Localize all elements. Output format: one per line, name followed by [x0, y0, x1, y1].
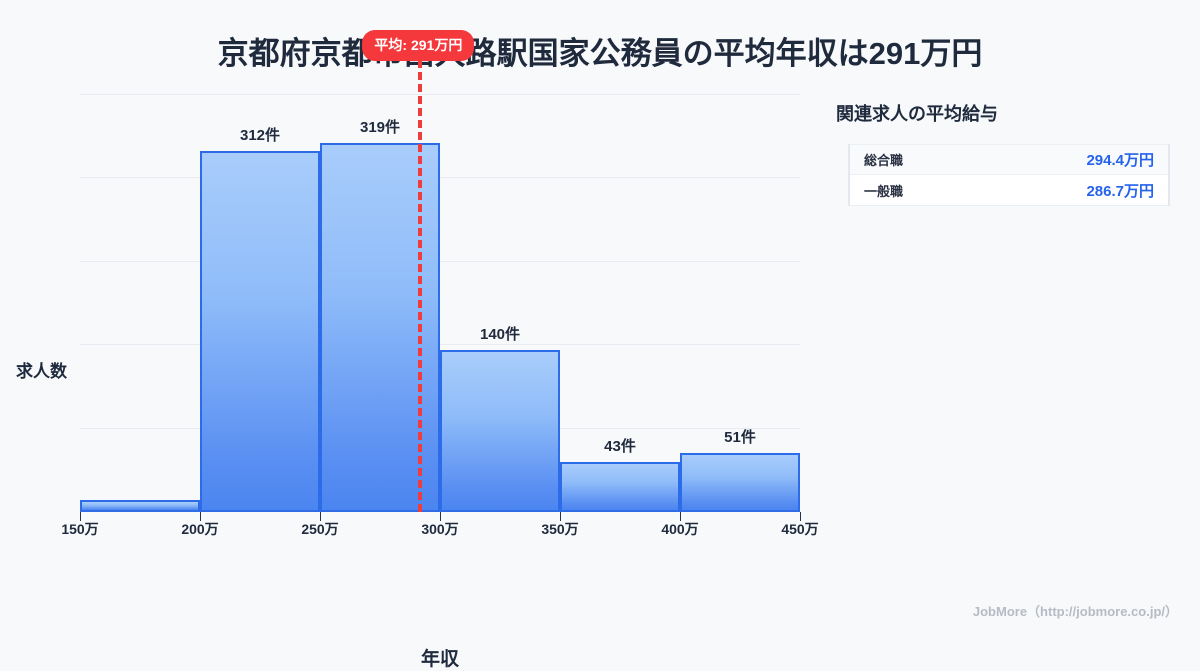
- gridline: [80, 344, 800, 346]
- related-salary-panel: 関連求人の平均給与 総合職 294.4万円一般職 286.7万円: [836, 100, 1170, 206]
- histogram-bar: [560, 462, 680, 512]
- bar-value-label: 51件: [724, 428, 756, 446]
- salary-row-name: 一般職: [864, 183, 904, 199]
- x-axis-tick: [200, 512, 201, 521]
- gridline: [80, 177, 800, 179]
- x-axis-tick: [800, 512, 801, 521]
- x-axis-tick: [320, 512, 321, 521]
- salary-table: 総合職 294.4万円一般職 286.7万円: [848, 144, 1170, 206]
- gridline: [80, 94, 800, 95]
- x-axis-tick-label: 300万: [421, 521, 459, 537]
- average-badge: 平均: 291万円: [362, 30, 475, 61]
- bar-value-label: 140件: [479, 325, 521, 343]
- x-axis-title: 年収: [420, 649, 459, 670]
- gridline: [80, 260, 800, 262]
- histogram-bar: [680, 452, 800, 512]
- salary-row-value: 286.7万円: [1086, 182, 1154, 200]
- bar-value-label: 312件: [239, 126, 281, 144]
- x-axis-tick: [440, 512, 441, 521]
- x-axis-tick-label: 350万: [541, 521, 579, 537]
- x-axis-baseline: [80, 510, 800, 512]
- salary-row: 総合職 294.4万円: [850, 144, 1168, 175]
- x-axis-tick: [80, 512, 81, 521]
- x-axis-tick-label: 450万: [781, 521, 819, 537]
- x-axis-tick-label: 200万: [181, 521, 219, 537]
- x-axis-tick: [680, 512, 681, 521]
- x-axis-tick-label: 250万: [301, 521, 339, 537]
- x-axis-tick-label: 150万: [61, 521, 99, 537]
- histogram-chart: 求人数 312件 319件 140件 43件 51件 150万 200万 250万 300万 35…: [0, 30, 830, 670]
- side-panel-heading: 関連求人の平均給与: [836, 104, 998, 124]
- bar-value-label: 43件: [604, 438, 636, 456]
- y-axis-title: 求人数: [16, 362, 67, 381]
- histogram-bar: [440, 349, 560, 512]
- x-axis-tick-label: 400万: [661, 521, 699, 537]
- bar-value-label: 319件: [359, 118, 401, 136]
- average-marker-line: [418, 60, 423, 512]
- x-axis-tick: [560, 512, 561, 521]
- plot-area: 312件 319件 140件 43件 51件 150万 200万 250万 300万 350万 40…: [61, 30, 819, 537]
- footer-attribution: JobMore（http://jobmore.co.jp/）: [972, 604, 1178, 619]
- histogram-bar: [200, 150, 320, 512]
- salary-row-name: 総合職: [864, 153, 904, 168]
- salary-row: 一般職 286.7万円: [850, 175, 1168, 206]
- salary-row-value: 294.4万円: [1086, 152, 1154, 169]
- page-title: 京都府京都市西大路駅国家公務員の平均年収は291万円: [217, 36, 983, 71]
